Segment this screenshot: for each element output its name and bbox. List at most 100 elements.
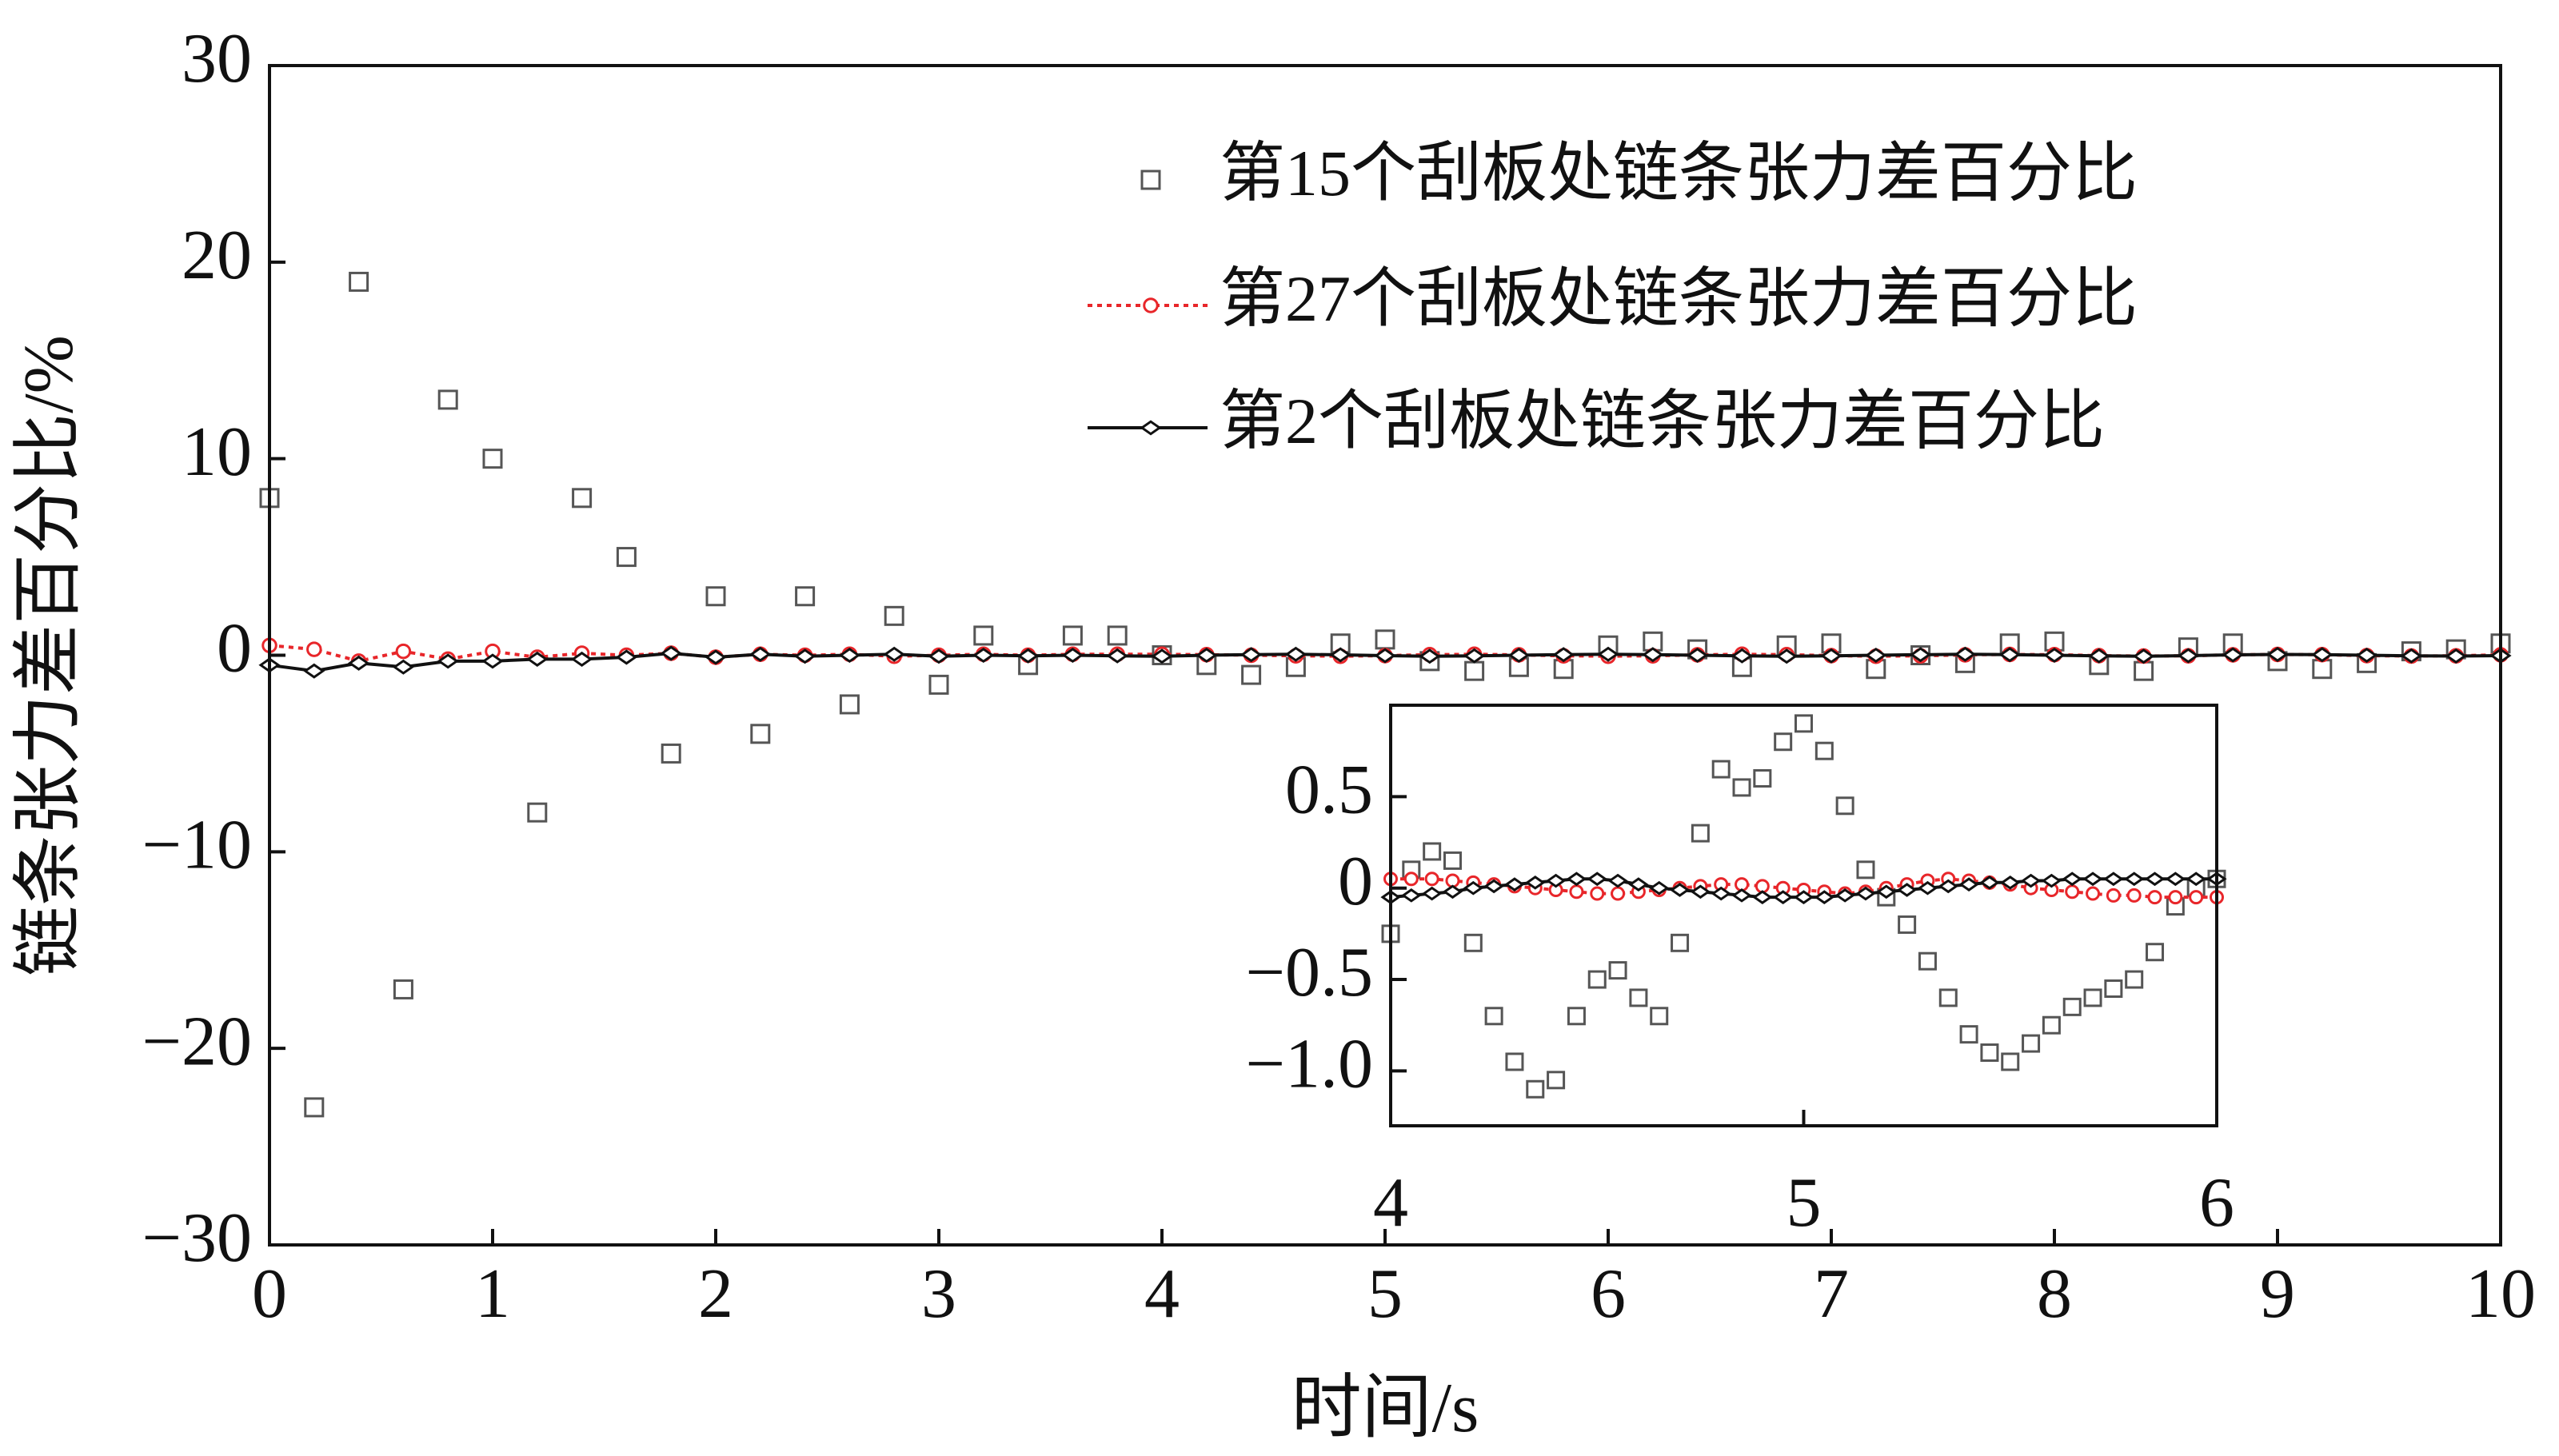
marker xyxy=(2147,890,2162,905)
marker xyxy=(526,651,549,667)
marker xyxy=(2144,872,2166,887)
marker xyxy=(1241,664,1262,685)
marker xyxy=(1649,880,1670,896)
marker xyxy=(1774,732,1793,752)
marker xyxy=(2445,648,2467,664)
legend-label: 第15个刮板处链条张力差百分比 xyxy=(1220,137,2138,209)
marker xyxy=(347,655,370,671)
marker xyxy=(1443,851,1462,870)
marker xyxy=(2146,943,2165,962)
marker xyxy=(1979,875,2000,890)
marker xyxy=(572,488,593,509)
marker xyxy=(1483,879,1504,894)
marker xyxy=(1820,648,1842,664)
marker xyxy=(481,653,504,669)
marker xyxy=(1690,884,1711,900)
marker xyxy=(1775,648,1798,664)
marker xyxy=(2311,647,2333,663)
x-axis-label: 时间/s xyxy=(1291,1370,1479,1447)
marker xyxy=(972,647,995,664)
marker xyxy=(1686,647,1709,664)
marker xyxy=(1732,778,1751,797)
marker xyxy=(1918,951,1937,971)
x-tick-label: 7 xyxy=(1814,1255,1849,1333)
marker xyxy=(1423,842,1442,861)
marker xyxy=(1835,796,1854,816)
marker xyxy=(1628,877,1649,892)
marker xyxy=(1504,877,1525,892)
marker xyxy=(616,547,637,568)
marker xyxy=(2124,872,2145,887)
x-tick-label: 4 xyxy=(1373,1164,1408,1242)
marker xyxy=(2065,884,2080,900)
marker xyxy=(1731,888,1752,903)
marker xyxy=(1463,933,1483,952)
x-tick-label: 6 xyxy=(2199,1164,2234,1242)
y-tick-label: −1.0 xyxy=(1245,1026,1373,1103)
marker xyxy=(1731,648,1754,664)
marker xyxy=(750,724,771,744)
marker xyxy=(1980,1043,1999,1063)
marker xyxy=(482,449,503,469)
marker xyxy=(2042,1015,2061,1035)
y-tick-label: 0 xyxy=(1338,843,1373,920)
marker xyxy=(839,694,860,715)
marker xyxy=(1671,933,1690,952)
marker xyxy=(1062,625,1083,646)
marker xyxy=(1196,647,1218,664)
marker xyxy=(1375,629,1395,650)
marker xyxy=(660,645,682,661)
marker xyxy=(1567,1007,1586,1026)
y-tick-label: −30 xyxy=(142,1199,252,1277)
marker xyxy=(2177,648,2200,664)
y-tick-label: −10 xyxy=(142,807,252,884)
marker xyxy=(1834,888,1855,903)
y-tick-label: 10 xyxy=(182,413,252,491)
marker xyxy=(1691,824,1710,843)
marker xyxy=(705,649,727,665)
y-tick-label: 0.5 xyxy=(1285,752,1373,829)
plot-frame xyxy=(1389,704,2218,1127)
marker xyxy=(1587,970,1607,989)
marker xyxy=(793,648,816,664)
legend-label: 第27个刮板处链条张力差百分比 xyxy=(1220,262,2138,335)
x-tick-label: 9 xyxy=(2260,1255,2295,1333)
marker xyxy=(749,646,772,662)
marker xyxy=(1401,888,1422,903)
marker xyxy=(2312,659,2333,680)
marker xyxy=(1569,884,1584,900)
marker xyxy=(1419,648,1441,664)
marker xyxy=(705,586,726,607)
marker xyxy=(1597,646,1619,662)
marker xyxy=(1463,648,1486,664)
marker xyxy=(2222,647,2244,663)
x-tick-label: 8 xyxy=(2037,1255,2072,1333)
marker xyxy=(2041,873,2062,888)
marker xyxy=(2126,888,2142,903)
marker xyxy=(661,743,681,764)
y-tick-label: 20 xyxy=(182,217,252,294)
marker xyxy=(1140,170,1161,190)
x-tick-label: 0 xyxy=(252,1255,287,1333)
marker xyxy=(838,647,861,664)
marker xyxy=(2043,647,2066,664)
marker xyxy=(1151,648,1173,664)
marker xyxy=(2355,647,2378,664)
marker xyxy=(2168,890,2183,905)
marker xyxy=(1669,883,1691,897)
marker xyxy=(1855,886,1876,901)
marker xyxy=(1607,873,1628,888)
marker xyxy=(306,641,322,657)
marker xyxy=(795,586,816,607)
marker xyxy=(2001,1052,2020,1071)
marker xyxy=(1876,884,1897,900)
marker xyxy=(1711,760,1731,779)
plot-area xyxy=(1391,705,2217,1126)
x-tick-label: 10 xyxy=(2465,1255,2536,1333)
marker xyxy=(1525,875,1546,890)
marker xyxy=(1547,1071,1566,1090)
marker xyxy=(304,1097,325,1118)
marker xyxy=(1545,873,1567,888)
marker xyxy=(928,674,949,695)
